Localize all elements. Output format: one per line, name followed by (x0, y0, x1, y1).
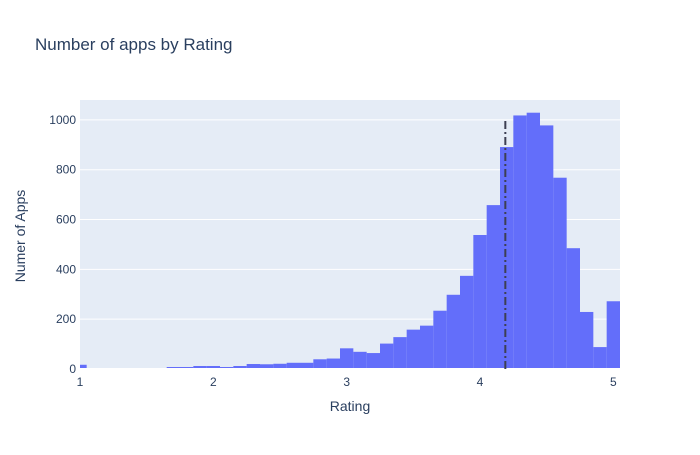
y-axis-title: Numer of Apps (12, 190, 28, 283)
x-tick-label: 4 (477, 375, 484, 389)
histogram-bar (246, 364, 260, 369)
histogram-bar (206, 366, 220, 369)
x-tick-label: 3 (343, 375, 350, 389)
x-tick-label: 2 (210, 375, 217, 389)
histogram-bar (193, 366, 207, 369)
histogram-bar (500, 147, 514, 369)
histogram-bar (406, 329, 420, 369)
histogram-bar (260, 364, 274, 369)
histogram-bar (326, 358, 340, 369)
histogram-bar (513, 115, 527, 369)
histogram-bar (340, 348, 354, 369)
histogram-bar (606, 301, 620, 369)
y-tick-label: 400 (56, 262, 76, 276)
y-tick-label: 1000 (49, 113, 76, 127)
histogram-bar (353, 351, 367, 369)
histogram-bar (420, 325, 434, 369)
x-axis-title: Rating (330, 398, 370, 414)
histogram-bar (473, 234, 487, 369)
histogram-bar (313, 359, 327, 369)
x-tick-label: 5 (610, 375, 617, 389)
histogram-bar (526, 112, 540, 369)
histogram-bar (80, 364, 87, 369)
y-tick-label: 200 (56, 312, 76, 326)
histogram-bar (580, 311, 594, 369)
plot-area: 0 200 400 600 800 1000 1 2 3 4 5 (49, 100, 620, 389)
histogram-bar (366, 353, 380, 369)
histogram-bar (300, 362, 314, 369)
histogram-bar (446, 294, 460, 369)
y-tick-label: 600 (56, 213, 76, 227)
histogram-bar (553, 177, 567, 369)
histogram-bar (593, 347, 607, 369)
histogram-bar (380, 343, 394, 369)
histogram-bar (433, 310, 447, 369)
y-tick-label: 0 (69, 362, 76, 376)
histogram-bar (393, 337, 407, 369)
histogram-bar (540, 125, 554, 369)
histogram-bar (273, 363, 287, 369)
histogram-bar (460, 275, 474, 369)
histogram-bar (566, 248, 580, 369)
histogram-bar (486, 205, 500, 369)
x-tick-label: 1 (77, 375, 84, 389)
histogram-bar (233, 366, 247, 369)
y-tick-label: 800 (56, 163, 76, 177)
chart-title: Number of apps by Rating (35, 35, 233, 54)
histogram-bar (286, 362, 300, 369)
